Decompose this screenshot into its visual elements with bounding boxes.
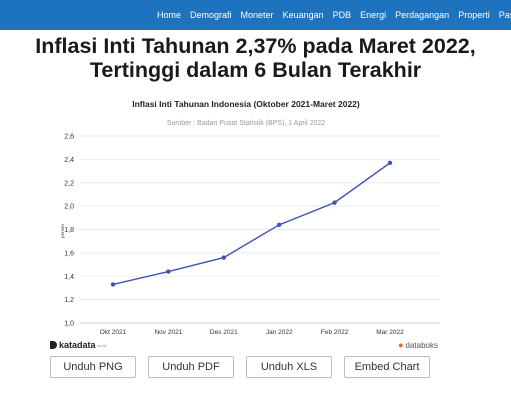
data-point[interactable] bbox=[221, 255, 226, 260]
databoks-logo[interactable]: ● databoks bbox=[398, 340, 438, 350]
databoks-logo-text: databoks bbox=[405, 340, 438, 350]
x-tick-label: Mar 2022 bbox=[376, 329, 404, 336]
download-xls-button[interactable]: Unduh XLS bbox=[246, 356, 332, 378]
y-tick-label: 1,2 bbox=[64, 297, 74, 304]
data-point[interactable] bbox=[110, 282, 116, 287]
y-tick-label: 2,6 bbox=[64, 134, 74, 141]
download-png-button[interactable]: Unduh PNG bbox=[50, 356, 136, 378]
nav-item-pasar[interactable]: Pasar bbox=[498, 10, 511, 20]
series-line bbox=[112, 162, 391, 286]
nav-item-demografi[interactable]: Demografi bbox=[190, 10, 232, 20]
download-pdf-button[interactable]: Unduh PDF bbox=[148, 356, 234, 378]
y-axis-label: persen bbox=[60, 224, 65, 238]
chart-title: Inflasi Inti Tahunan Indonesia (Oktober … bbox=[132, 99, 360, 109]
databoks-logo-icon: ● bbox=[398, 340, 404, 350]
data-points bbox=[110, 160, 393, 287]
y-tick-labels: 1,0 1,2 1,4 1,6 1,8 2,0 2,2 2,4 2,6 bbox=[64, 134, 74, 328]
nav-item-perdagangan[interactable]: Perdagangan bbox=[395, 10, 450, 20]
nav-item-energi[interactable]: Energi bbox=[360, 10, 387, 20]
page-headline: Inflasi Inti Tahunan 2,37% pada Maret 20… bbox=[35, 34, 476, 82]
chart-subtitle: Sumber : Badan Pusat Statistik (BPS), 1 … bbox=[167, 120, 325, 127]
y-tick-label: 2,4 bbox=[64, 157, 74, 164]
katadata-logo[interactable]: katadata .co.id bbox=[50, 340, 106, 350]
embed-chart-button[interactable]: Embed Chart bbox=[344, 356, 430, 378]
y-tick-label: 1,6 bbox=[64, 250, 74, 257]
y-tick-label: 1,0 bbox=[64, 321, 74, 328]
line-chart: Inflasi Inti Tahunan Indonesia (Oktober … bbox=[60, 99, 440, 336]
x-tick-label: Nov 2021 bbox=[154, 329, 182, 336]
data-point[interactable] bbox=[277, 222, 282, 228]
x-tick-labels: Okt 2021 Nov 2021 Des 2021 Jan 2022 Feb 2022… bbox=[100, 329, 404, 336]
nav-item-home[interactable]: Home bbox=[157, 10, 182, 20]
data-point[interactable] bbox=[387, 160, 393, 166]
data-point[interactable] bbox=[166, 269, 171, 274]
y-tick-label: 2,0 bbox=[64, 204, 74, 211]
x-tick-label: Okt 2021 bbox=[100, 329, 127, 336]
nav-item-moneter[interactable]: Moneter bbox=[240, 10, 274, 20]
y-tick-label: 1,4 bbox=[64, 274, 74, 281]
data-point[interactable] bbox=[332, 200, 337, 205]
x-tick-label: Jan 2022 bbox=[266, 329, 293, 336]
download-buttons: Unduh PNG Unduh PDF Unduh XLS Embed Char… bbox=[50, 356, 442, 378]
katadata-logo-text: katadata bbox=[59, 340, 96, 350]
x-tick-label: Des 2021 bbox=[210, 329, 238, 336]
nav-item-keuangan[interactable]: Keuangan bbox=[282, 10, 324, 20]
nav-item-pdb[interactable]: PDB bbox=[332, 10, 352, 20]
y-tick-label: 2,2 bbox=[64, 180, 74, 187]
y-tick-label: 1,8 bbox=[64, 227, 74, 234]
katadata-logo-icon bbox=[50, 341, 57, 349]
top-navigation-bar: Home Demografi Moneter Keuangan PDB Ener… bbox=[0, 0, 511, 30]
grid-lines bbox=[80, 135, 440, 324]
x-tick-label: Feb 2022 bbox=[321, 329, 349, 336]
chart-card: Inflasi Inti Tahunan Indonesia (Oktober … bbox=[40, 92, 452, 354]
nav-item-properti[interactable]: Properti bbox=[458, 10, 490, 20]
nav-items: Home Demografi Moneter Keuangan PDB Ener… bbox=[157, 0, 511, 30]
katadata-logo-suffix: .co.id bbox=[96, 342, 107, 348]
